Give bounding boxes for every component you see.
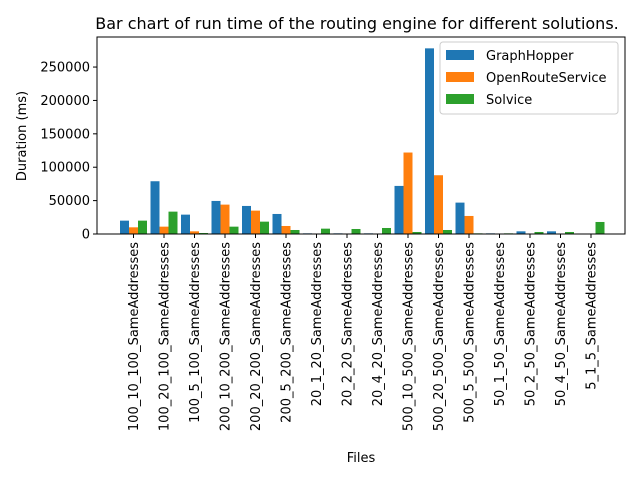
plot-frame — [96, 36, 626, 235]
bar-solvice-9 — [412, 231, 422, 234]
legend-swatch — [446, 50, 474, 60]
x-tick-label: 500_5_500_SameAddresses — [463, 242, 478, 423]
legend-label: OpenRouteService — [486, 71, 607, 86]
y-tick-label: 200000 — [40, 94, 90, 109]
legend-label: Solvice — [486, 93, 532, 108]
x-axis-label: Files — [347, 451, 376, 466]
y-tick-label: 250000 — [40, 61, 90, 76]
bar-graphhopper-3 — [211, 200, 221, 234]
bar-solvice-13 — [534, 231, 544, 234]
bar-graphhopper-5 — [272, 213, 282, 234]
x-tick-label: 500_10_500_SameAddresses — [402, 242, 417, 431]
bar-solvice-14 — [565, 231, 574, 234]
y-tick-label: 50000 — [49, 194, 90, 209]
bar-graphhopper-1 — [150, 181, 160, 234]
bar-openrouteservice-11 — [464, 215, 474, 234]
bar-solvice-0 — [138, 220, 147, 234]
bar-graphhopper-9 — [394, 185, 404, 234]
legend-label: GraphHopper — [486, 49, 574, 64]
bar-solvice-10 — [443, 229, 452, 234]
bar-openrouteservice-1 — [159, 226, 169, 234]
x-axis: 100_10_100_SameAddresses 100_20_100_SameA… — [127, 234, 600, 431]
x-tick-label: 20_2_20_SameAddresses — [341, 242, 356, 407]
y-tick-label: 100000 — [40, 161, 90, 176]
bar-openrouteservice-5 — [281, 225, 291, 234]
y-axis: 0 50000 100000 150000 200000 250000 — [40, 61, 97, 243]
bar-solvice-8 — [382, 227, 391, 234]
bar-openrouteservice-3 — [220, 204, 230, 234]
bar-graphhopper-2 — [181, 214, 190, 234]
bar-solvice-5 — [290, 229, 300, 234]
bar-openrouteservice-2 — [190, 231, 199, 234]
x-tick-label: 50_1_50_SameAddresses — [493, 242, 508, 407]
bar-solvice-1 — [168, 211, 178, 234]
bar-solvice-7 — [351, 228, 361, 234]
y-tick-label: 150000 — [40, 127, 90, 142]
x-tick-label: 100_20_100_SameAddresses — [158, 242, 173, 431]
bar-graphhopper-11 — [455, 202, 465, 234]
bar-openrouteservice-9 — [403, 152, 413, 234]
legend: GraphHopper OpenRouteService Solvice — [439, 41, 619, 115]
x-tick-label: 20_4_20_SameAddresses — [371, 242, 386, 407]
x-tick-label: 200_20_200_SameAddresses — [249, 242, 264, 431]
bar-graphhopper-0 — [120, 220, 129, 234]
legend-swatch — [446, 94, 474, 104]
bar-solvice-2 — [199, 232, 208, 234]
y-axis-label: Duration (ms) — [15, 91, 30, 181]
x-tick-label: 200_10_200_SameAddresses — [219, 242, 234, 431]
legend-box — [439, 41, 619, 115]
y-tick-label: 0 — [82, 228, 90, 243]
x-tick-label: 50_2_50_SameAddresses — [524, 242, 539, 407]
x-tick-label: 200_5_200_SameAddresses — [280, 242, 295, 423]
bar-solvice-4 — [260, 221, 269, 234]
bar-solvice-6 — [321, 228, 330, 234]
bar-solvice-15 — [595, 221, 605, 234]
x-tick-label: 100_10_100_SameAddresses — [127, 242, 142, 431]
bar-solvice-3 — [229, 226, 239, 234]
bar-openrouteservice-0 — [129, 227, 138, 234]
x-tick-label: 50_4_50_SameAddresses — [554, 242, 569, 407]
legend-swatch — [446, 72, 474, 82]
x-tick-label: 20_1_20_SameAddresses — [310, 242, 325, 407]
x-tick-label: 100_5_100_SameAddresses — [188, 242, 203, 423]
bars-group — [120, 48, 605, 235]
bar-openrouteservice-10 — [434, 175, 443, 234]
bar-graphhopper-13 — [516, 231, 526, 234]
bar-openrouteservice-4 — [251, 210, 260, 234]
chart-title: Bar chart of run time of the routing eng… — [95, 14, 618, 33]
x-tick-label: 500_20_500_SameAddresses — [432, 242, 447, 431]
bar-graphhopper-14 — [547, 231, 556, 234]
bar-graphhopper-10 — [425, 48, 434, 235]
bar-graphhopper-4 — [242, 205, 251, 234]
x-tick-label: 5_1_5_SameAddresses — [585, 242, 600, 390]
